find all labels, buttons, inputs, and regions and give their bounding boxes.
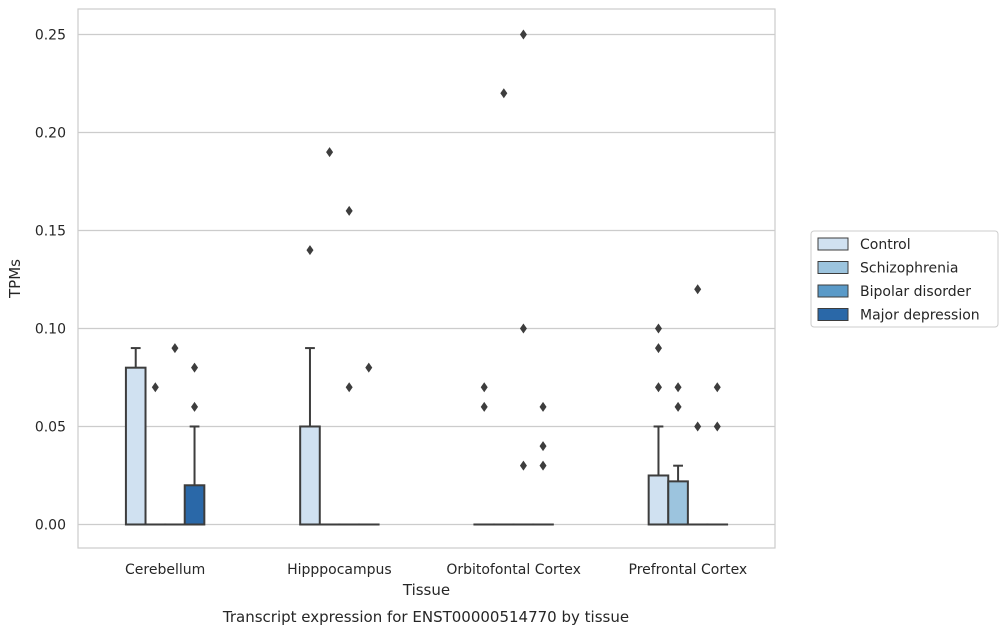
outlier-point <box>345 205 353 216</box>
box-group <box>299 245 321 526</box>
legend-label: Major depression <box>860 308 980 324</box>
outlier-point <box>480 382 488 393</box>
outlier-point <box>365 362 373 373</box>
box-group <box>338 205 360 526</box>
outlier-point <box>694 284 702 295</box>
y-tick-label: 0.05 <box>35 419 66 435</box>
box-group <box>706 382 729 526</box>
y-tick-label: 0.00 <box>35 517 66 533</box>
box-group <box>473 382 496 526</box>
box-body <box>183 484 206 526</box>
outlier-point <box>171 343 179 354</box>
outlier-point <box>713 382 721 393</box>
outlier-point <box>539 441 547 452</box>
legend-swatch <box>817 237 849 251</box>
box-group <box>144 382 167 526</box>
legend-frame <box>810 230 999 328</box>
x-tick-label: Cerebellum <box>125 562 205 578</box>
x-tick-label: Hipppocampus <box>287 562 392 578</box>
box-group <box>512 29 535 526</box>
outlier-point <box>519 460 527 471</box>
outlier-point <box>191 362 199 373</box>
box-group <box>124 347 147 526</box>
legend: Control Schizophrenia Bipolar disorder Majo… <box>810 230 999 328</box>
legend-swatch <box>817 308 849 321</box>
box-group <box>318 147 341 526</box>
outlier-point <box>539 401 547 412</box>
outlier-point <box>480 401 488 412</box>
x-axis-title: Tissue <box>402 581 450 599</box>
outlier-point <box>674 382 682 393</box>
outlier-point <box>713 421 721 432</box>
outlier-point <box>345 382 353 393</box>
outlier-point <box>151 382 159 393</box>
outlier-point <box>306 245 314 256</box>
outlier-point <box>500 88 508 99</box>
y-tick-labels: 0.00 0.05 0.10 0.15 0.20 0.25 <box>35 27 66 533</box>
outlier-point <box>654 323 662 334</box>
box-body <box>647 474 670 526</box>
box-group <box>667 382 689 526</box>
x-tick-label: Orbitofontal Cortex <box>446 562 581 578</box>
outlier-point <box>539 460 547 471</box>
box-body <box>299 425 321 526</box>
box-group <box>647 323 670 526</box>
x-tick-labels: Cerebellum Hipppocampus Orbitofontal Corte… <box>125 562 747 578</box>
legend-label: Bipolar disorder <box>860 284 971 300</box>
chart-caption: Transcript expression for ENST0000051477… <box>222 608 629 626</box>
outlier-point <box>519 29 527 40</box>
legend-label: Control <box>860 237 911 253</box>
box-group <box>532 401 554 526</box>
box-group <box>164 343 186 526</box>
box-group <box>357 362 380 526</box>
outlier-point <box>694 421 702 432</box>
plot-frame <box>77 8 776 549</box>
outlier-point <box>326 147 334 158</box>
y-tick-label: 0.25 <box>35 27 66 43</box>
box-group <box>493 88 515 526</box>
outlier-point <box>191 401 199 412</box>
grid-layer <box>78 33 775 526</box>
y-tick-label: 0.15 <box>35 223 66 239</box>
box-group <box>183 362 206 526</box>
outlier-point <box>654 343 662 354</box>
box-body <box>124 366 147 526</box>
y-axis-title: TPMs <box>6 259 24 299</box>
y-tick-label: 0.20 <box>35 125 66 141</box>
outlier-point <box>654 382 662 393</box>
legend-swatch <box>817 284 849 298</box>
legend-label: Schizophrenia <box>860 261 958 277</box>
box-layer <box>124 29 729 526</box>
legend-swatch <box>817 261 849 274</box>
y-tick-label: 0.10 <box>35 321 66 337</box>
box-body <box>667 480 689 526</box>
outlier-point <box>674 401 682 412</box>
outlier-point <box>519 323 527 334</box>
box-group <box>686 284 709 526</box>
x-tick-label: Prefrontal Cortex <box>629 562 748 578</box>
